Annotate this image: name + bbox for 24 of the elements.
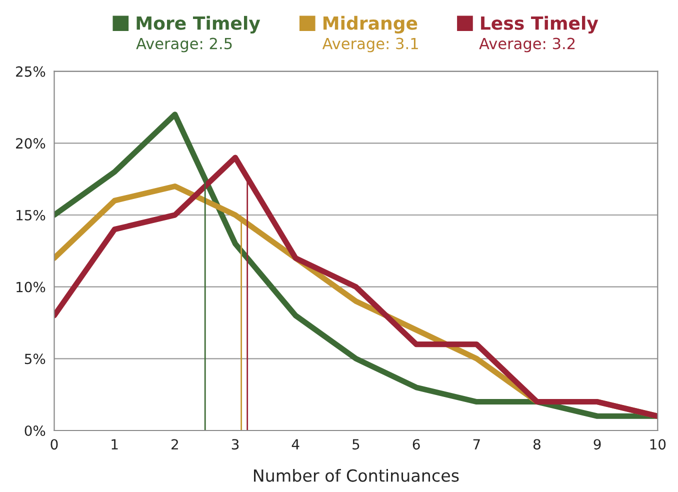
- x-tick-label: 2: [172, 439, 178, 450]
- y-tick-label: 25%: [16, 66, 46, 77]
- x-tick-label: 8: [534, 439, 540, 450]
- y-tick-label: 0%: [24, 425, 46, 436]
- x-tick-label: 5: [352, 439, 360, 450]
- x-tick-label: 7: [473, 439, 480, 450]
- y-tick-label: 10%: [16, 282, 46, 292]
- x-tick-label: 4: [292, 439, 300, 450]
- x-tick-label: 6: [412, 439, 420, 450]
- y-tick-label: 20%: [16, 138, 46, 149]
- y-tick-label: 15%: [16, 210, 46, 220]
- x-tick-label: 1: [112, 439, 118, 450]
- legend-label: More Timely: [136, 16, 260, 34]
- legend-label: Less Timely: [481, 16, 598, 34]
- ref-line-label: Average: 3.1: [322, 38, 418, 52]
- x-tick-label: 9: [594, 439, 601, 450]
- x-tick-label: 3: [232, 439, 239, 450]
- ref-line-label: Average: 3.2: [479, 38, 575, 52]
- x-tick-label: 0: [50, 439, 58, 450]
- y-tick-label: 5%: [24, 354, 46, 364]
- legend-label: Midrange: [323, 16, 418, 34]
- x-axis-title: Number of Continuances: [254, 468, 459, 482]
- ref-line-label: Average: 2.5: [136, 38, 232, 52]
- x-tick-label: 10: [650, 439, 666, 450]
